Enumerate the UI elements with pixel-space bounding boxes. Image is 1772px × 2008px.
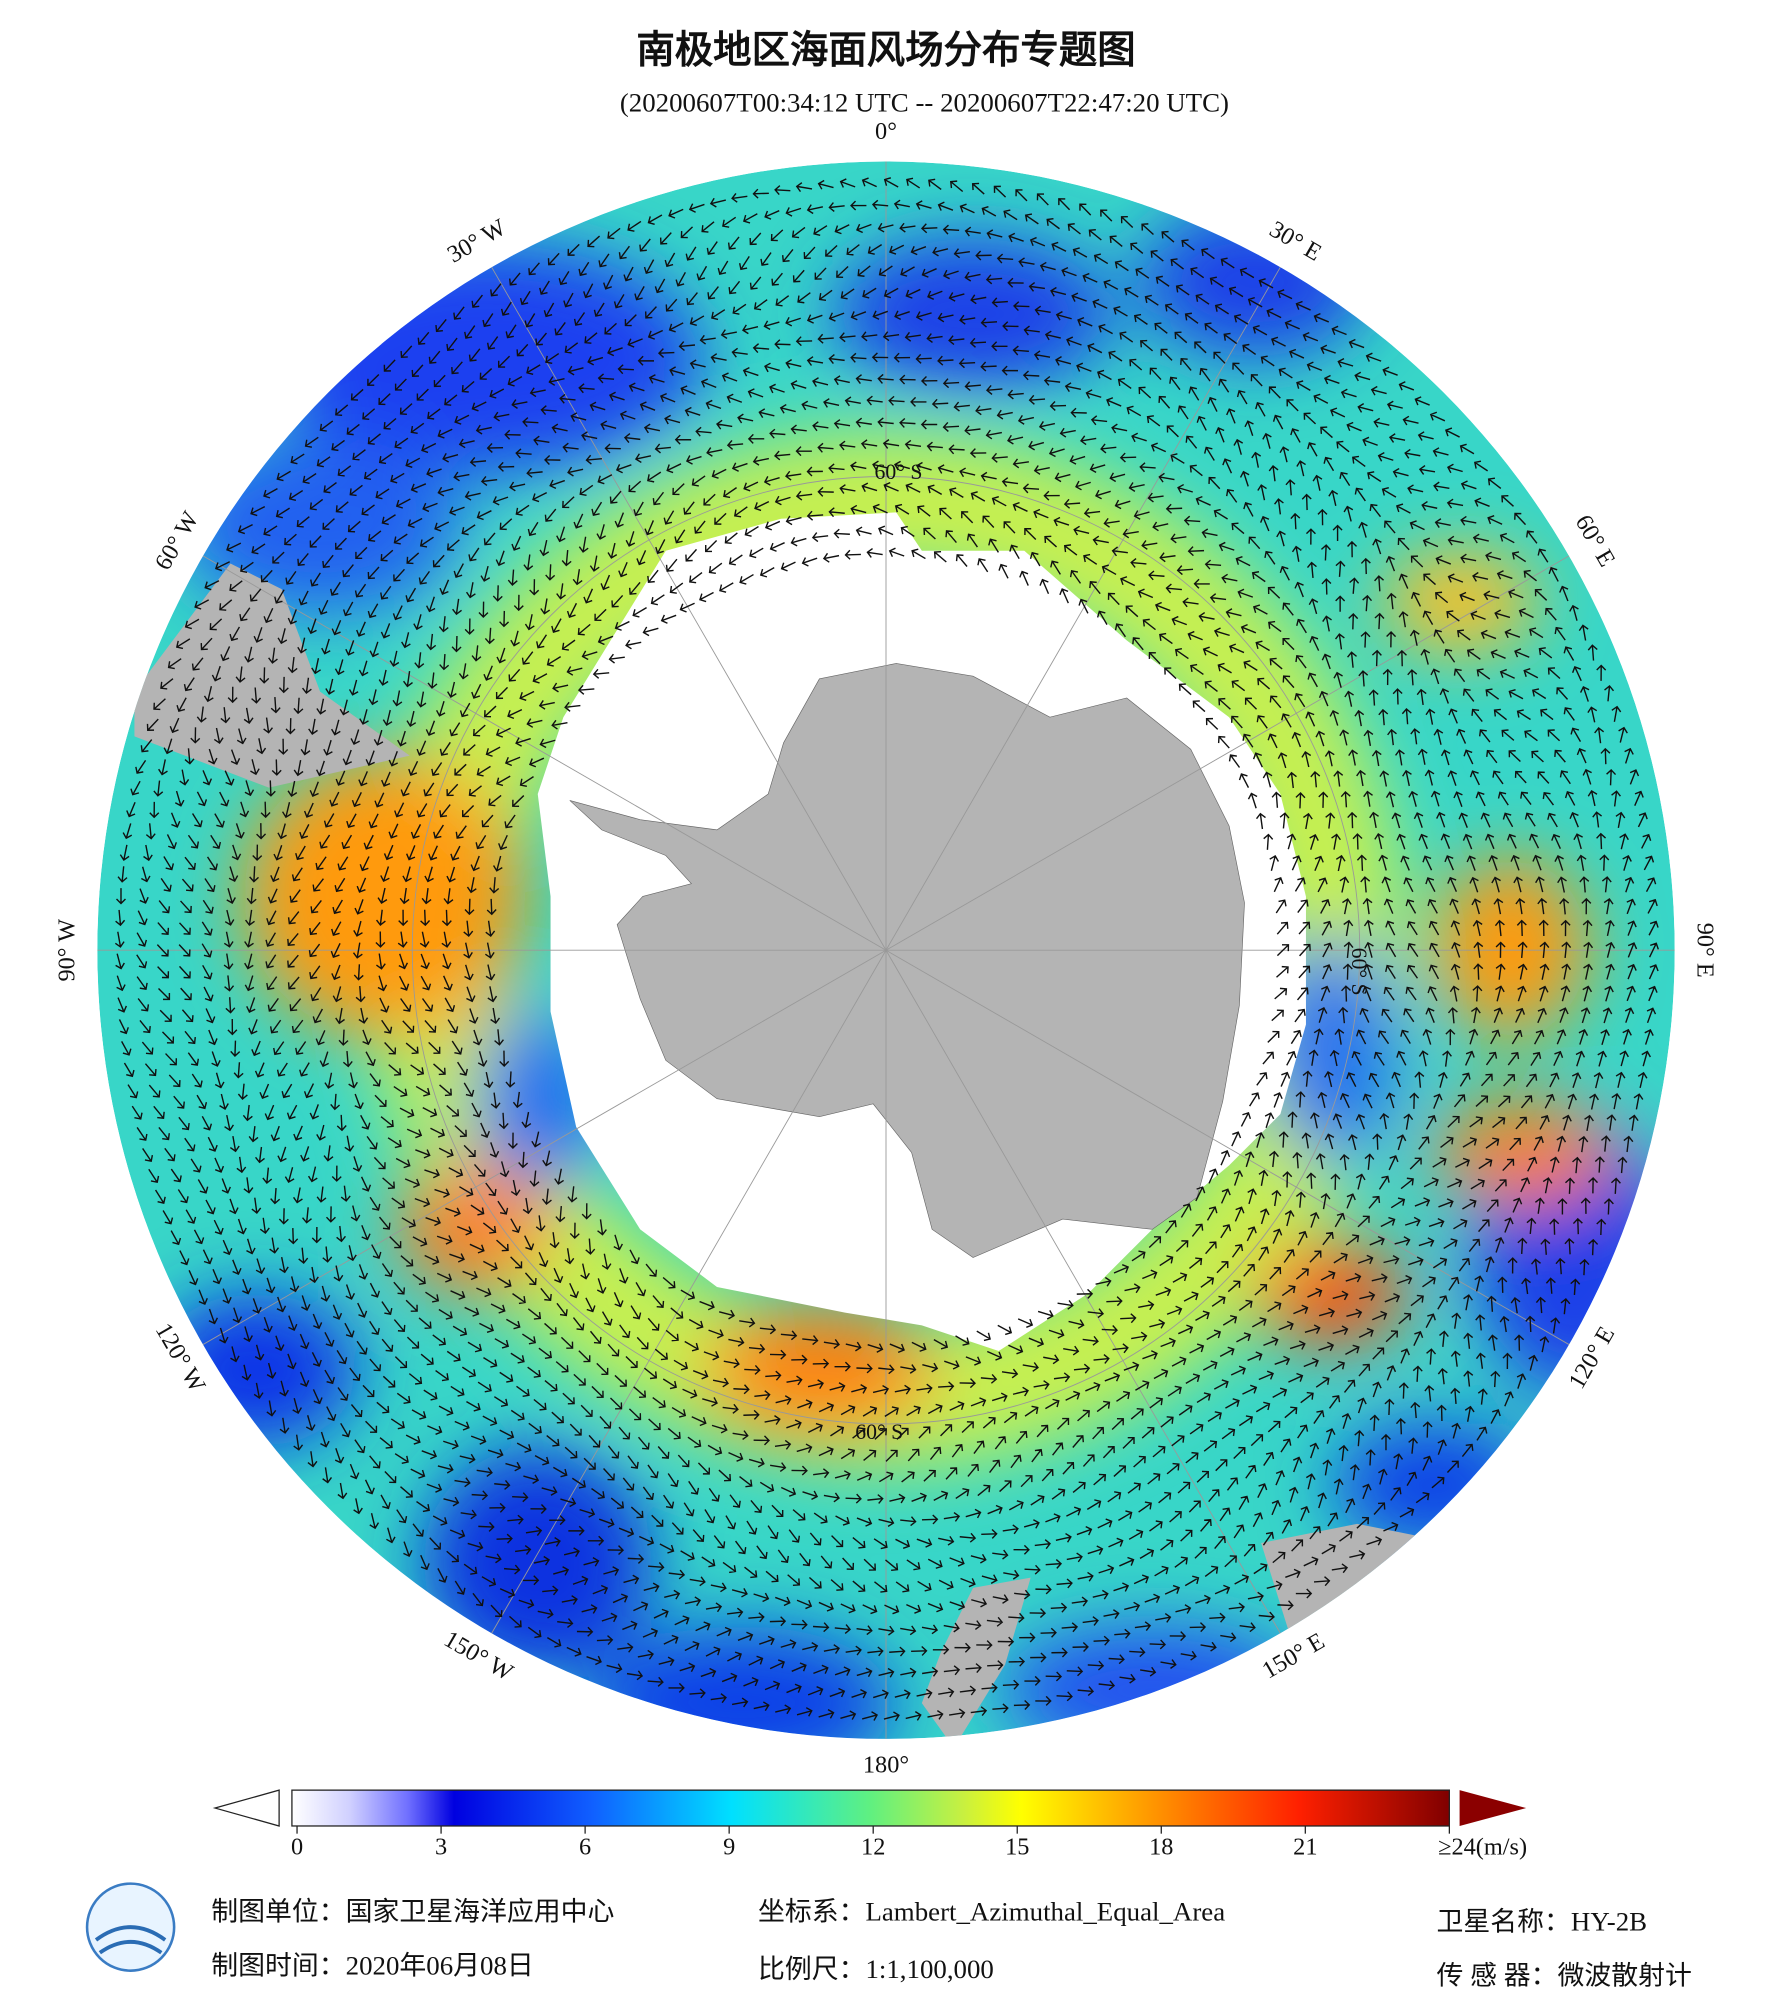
latitude-label: 60° S xyxy=(855,1420,903,1444)
longitude-label: 60° E xyxy=(1570,510,1621,571)
colorbar-tick-label: 3 xyxy=(435,1834,447,1861)
meridian xyxy=(202,555,887,951)
footer-satellite: 卫星名称：HY-2B xyxy=(1437,1907,1648,1937)
parallel xyxy=(411,476,1361,1425)
meridian xyxy=(885,949,1570,1345)
longitude-label: 90° W xyxy=(54,919,81,982)
latitude-label: 60° S xyxy=(1347,948,1371,996)
colorbar-tick-label: 21 xyxy=(1293,1834,1317,1861)
meridian xyxy=(885,555,1570,951)
wind-field xyxy=(97,161,1675,1739)
meridian xyxy=(491,266,887,951)
longitude-label: 180° xyxy=(863,1752,909,1779)
longitude-label: 0° xyxy=(875,118,897,145)
longitude-label: 90° E xyxy=(1691,923,1718,978)
footer-crs: 坐标系：Lambert_Azimuthal_Equal_Area xyxy=(758,1896,1225,1926)
colorbar-tick-label: 6 xyxy=(579,1834,591,1861)
meridian xyxy=(885,266,1281,951)
colorbar-tick-label: 9 xyxy=(723,1834,735,1861)
colorbar-tick-label: 0 xyxy=(291,1834,303,1861)
colorbar-high-arrow xyxy=(1459,1790,1527,1826)
title: 南极地区海面风场分布专题图 xyxy=(636,29,1135,72)
footer-scale: 比例尺：1:1,100,000 xyxy=(758,1954,994,1984)
latitude-label: 60° S xyxy=(874,460,922,484)
longitude-label: 30° W xyxy=(443,214,511,269)
longitude-label: 60° W xyxy=(150,507,205,575)
colorbar-tick-label: 15 xyxy=(1005,1834,1029,1861)
subtitle: (20200607T00:34:12 UTC -- 20200607T22:47… xyxy=(620,87,1229,117)
footer-sensor: 传 感 器：微波散射计 xyxy=(1437,1961,1692,1991)
wind-arrows xyxy=(114,177,1659,1722)
meridian xyxy=(491,950,887,1634)
logo xyxy=(85,1882,176,1972)
footer-unit: 制图单位：国家卫星海洋应用中心 xyxy=(211,1896,614,1926)
colorbar-ramp xyxy=(291,1789,1450,1827)
meridian xyxy=(885,950,1281,1634)
footer-time: 制图时间：2020年06月08日 xyxy=(211,1950,534,1980)
colorbar-tick-label: 18 xyxy=(1149,1834,1173,1861)
longitude-label: 30° E xyxy=(1265,216,1326,267)
colorbar-tick-label: 12 xyxy=(861,1834,885,1861)
colorbar: 0 3 6 9 12 15 18 21 ≥24(m/s) xyxy=(212,1789,1527,1861)
colorbar-tick-label: ≥24(m/s) xyxy=(1438,1834,1527,1861)
colorbar-low-arrow xyxy=(212,1789,280,1827)
